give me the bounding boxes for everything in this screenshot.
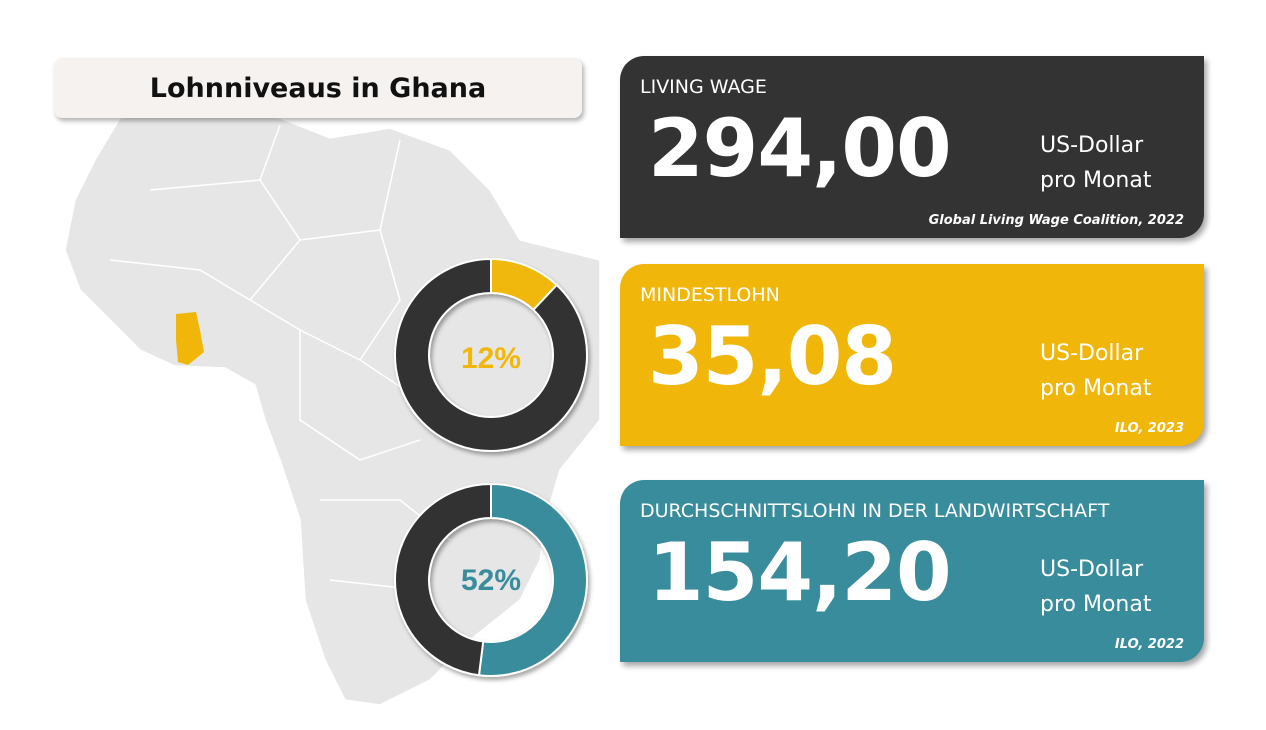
card-value: 154,20 [648,526,952,619]
card-value: 294,00 [648,102,952,195]
card-source: ILO, 2022 [1114,637,1184,652]
donut-chart-landwirtschaft [394,482,588,677]
mindestlohn-card: MINDESTLOHN 35,08 US-Dollar pro Monat ILO… [620,264,1204,446]
ghana-highlight [176,312,204,365]
card-source: ILO, 2023 [1114,421,1184,436]
card-source: Global Living Wage Coalition, 2022 [928,213,1184,228]
unit-line2: pro Monat [1040,592,1152,617]
donut-slice [477,482,588,677]
card-unit: US-Dollar pro Monat [1040,128,1151,198]
card-unit: US-Dollar pro Monat [1040,552,1151,622]
donut-slice [394,257,588,452]
donut-slice [394,482,492,677]
card-label: DURCHSCHNITTSLOHN IN DER LANDWIRTSCHAFT [640,500,1110,522]
africa-outline [64,107,601,706]
unit-line1: US-Dollar [1040,133,1144,158]
card-value: 35,08 [648,310,897,403]
donut-label: 52% [461,564,521,597]
unit-line2: pro Monat [1040,168,1152,193]
unit-line1: US-Dollar [1040,557,1144,582]
donut-label: 12% [461,342,521,375]
landwirtschaft-card: DURCHSCHNITTSLOHN IN DER LANDWIRTSCHAFT … [620,480,1204,662]
page-title: Lohnniveaus in Ghana [54,58,582,118]
unit-line1: US-Dollar [1040,341,1144,366]
unit-line2: pro Monat [1040,376,1152,401]
card-label: LIVING WAGE [640,76,767,98]
living-wage-card: LIVING WAGE 294,00 US-Dollar pro Monat Gl… [620,56,1204,238]
card-unit: US-Dollar pro Monat [1040,336,1151,406]
card-label: MINDESTLOHN [640,284,780,306]
donut-chart-mindestlohn [394,257,588,452]
